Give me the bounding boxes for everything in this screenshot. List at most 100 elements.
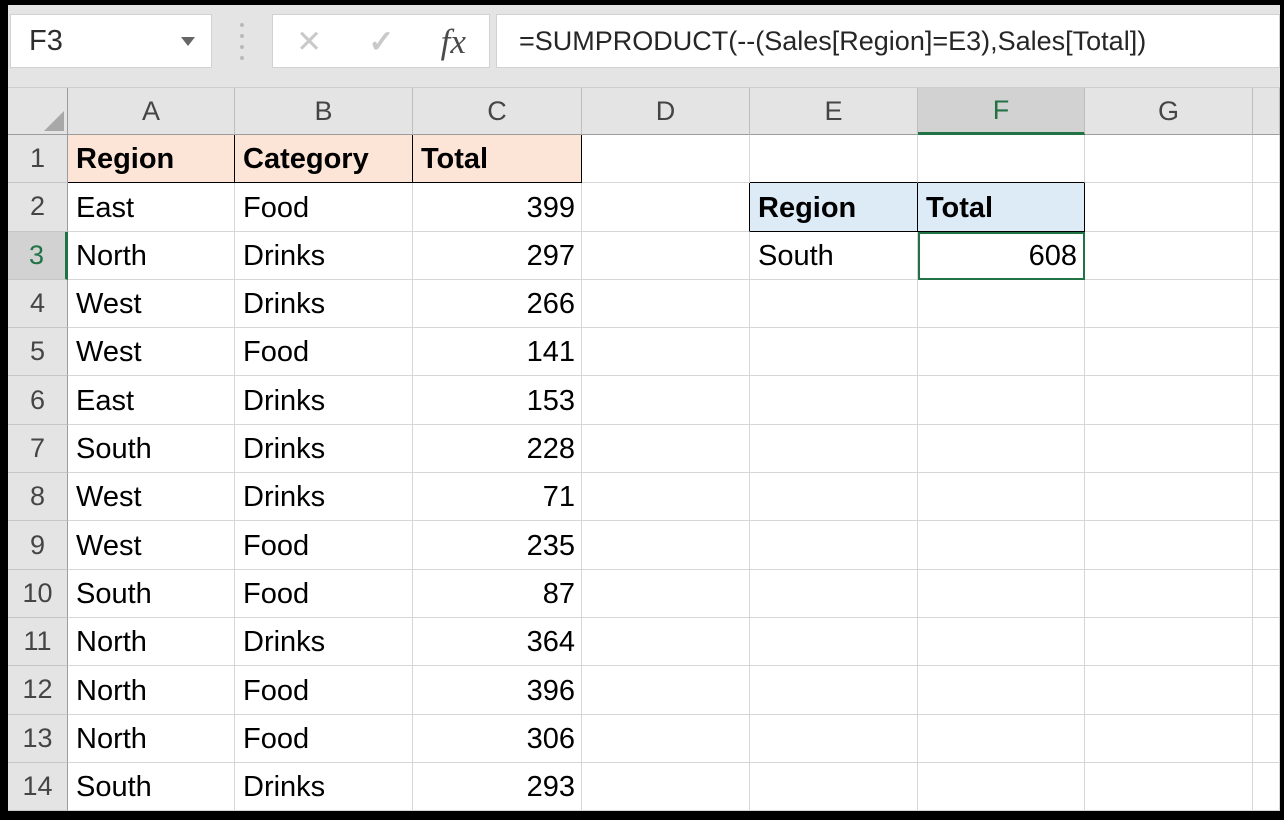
cell-B4[interactable]: Drinks <box>235 279 413 329</box>
cell-A6[interactable]: East <box>68 376 235 425</box>
cell-E5[interactable] <box>750 328 918 377</box>
cell-G6[interactable] <box>1085 376 1253 425</box>
cell-B12[interactable]: Food <box>235 666 413 715</box>
cell-B5[interactable]: Food <box>235 328 413 377</box>
cell-B1[interactable]: Category <box>235 135 413 184</box>
cell-F6[interactable] <box>918 376 1085 425</box>
cell-A7[interactable]: South <box>68 424 235 474</box>
cell-C12[interactable]: 396 <box>413 666 582 715</box>
name-box[interactable]: F3 <box>10 14 212 68</box>
column-header-A[interactable]: A <box>68 88 235 135</box>
cell-B6[interactable]: Drinks <box>235 376 413 425</box>
cell-E12[interactable] <box>750 666 918 715</box>
cell-G3[interactable] <box>1085 231 1253 280</box>
cell-partial-8[interactable] <box>1253 473 1280 522</box>
cell-D10[interactable] <box>582 569 750 618</box>
cell-A9[interactable]: West <box>68 521 235 570</box>
cell-A11[interactable]: North <box>68 617 235 667</box>
cell-partial-7[interactable] <box>1253 424 1280 474</box>
cell-D6[interactable] <box>582 376 750 425</box>
insert-function-button[interactable]: fx <box>441 24 466 59</box>
cell-A10[interactable]: South <box>68 569 235 618</box>
cell-D9[interactable] <box>582 521 750 570</box>
cell-D7[interactable] <box>582 424 750 474</box>
row-header-9[interactable]: 9 <box>8 521 68 570</box>
select-all-corner[interactable] <box>8 88 68 135</box>
cell-E9[interactable] <box>750 521 918 570</box>
cell-G8[interactable] <box>1085 473 1253 522</box>
cell-F14[interactable] <box>918 762 1085 812</box>
cell-F8[interactable] <box>918 473 1085 522</box>
cell-E11[interactable] <box>750 617 918 667</box>
cell-F3[interactable]: 608 <box>918 231 1085 280</box>
cell-E1[interactable] <box>750 135 918 184</box>
cell-B2[interactable]: Food <box>235 183 413 232</box>
formula-bar-input[interactable]: =SUMPRODUCT(--(Sales[Region]=E3),Sales[T… <box>496 14 1280 68</box>
cell-C14[interactable]: 293 <box>413 762 582 812</box>
cell-B7[interactable]: Drinks <box>235 424 413 474</box>
cell-B9[interactable]: Food <box>235 521 413 570</box>
cell-A8[interactable]: West <box>68 473 235 522</box>
cell-E4[interactable] <box>750 279 918 329</box>
cell-E2[interactable]: Region <box>750 183 918 232</box>
cell-D3[interactable] <box>582 231 750 280</box>
cell-B3[interactable]: Drinks <box>235 231 413 280</box>
cell-partial-10[interactable] <box>1253 569 1280 618</box>
cell-G11[interactable] <box>1085 617 1253 667</box>
cell-E8[interactable] <box>750 473 918 522</box>
row-header-11[interactable]: 11 <box>8 617 68 667</box>
cell-G7[interactable] <box>1085 424 1253 474</box>
cell-A5[interactable]: West <box>68 328 235 377</box>
cell-F12[interactable] <box>918 666 1085 715</box>
cell-C5[interactable]: 141 <box>413 328 582 377</box>
cell-C10[interactable]: 87 <box>413 569 582 618</box>
cell-D4[interactable] <box>582 279 750 329</box>
cell-C11[interactable]: 364 <box>413 617 582 667</box>
cell-A12[interactable]: North <box>68 666 235 715</box>
column-header-G[interactable]: G <box>1085 88 1253 135</box>
cell-D5[interactable] <box>582 328 750 377</box>
column-header-partial[interactable] <box>1253 88 1280 135</box>
cell-G13[interactable] <box>1085 714 1253 763</box>
cell-A1[interactable]: Region <box>68 135 235 184</box>
cell-G9[interactable] <box>1085 521 1253 570</box>
row-header-7[interactable]: 7 <box>8 424 68 474</box>
row-header-3[interactable]: 3 <box>8 231 68 280</box>
cell-A4[interactable]: West <box>68 279 235 329</box>
cell-D13[interactable] <box>582 714 750 763</box>
cell-D2[interactable] <box>582 183 750 232</box>
cell-D14[interactable] <box>582 762 750 812</box>
row-header-10[interactable]: 10 <box>8 569 68 618</box>
row-header-1[interactable]: 1 <box>8 135 68 184</box>
cell-D1[interactable] <box>582 135 750 184</box>
column-header-E[interactable]: E <box>750 88 918 135</box>
cell-partial-14[interactable] <box>1253 762 1280 812</box>
chevron-down-icon[interactable] <box>181 36 195 46</box>
cell-G12[interactable] <box>1085 666 1253 715</box>
cell-F11[interactable] <box>918 617 1085 667</box>
cell-G14[interactable] <box>1085 762 1253 812</box>
cell-B10[interactable]: Food <box>235 569 413 618</box>
cell-partial-12[interactable] <box>1253 666 1280 715</box>
cell-F5[interactable] <box>918 328 1085 377</box>
cell-F13[interactable] <box>918 714 1085 763</box>
cell-partial-4[interactable] <box>1253 279 1280 329</box>
cell-C8[interactable]: 71 <box>413 473 582 522</box>
cell-E10[interactable] <box>750 569 918 618</box>
column-header-B[interactable]: B <box>235 88 413 135</box>
cell-partial-5[interactable] <box>1253 328 1280 377</box>
row-header-8[interactable]: 8 <box>8 473 68 522</box>
cell-B11[interactable]: Drinks <box>235 617 413 667</box>
cell-partial-3[interactable] <box>1253 231 1280 280</box>
cell-partial-6[interactable] <box>1253 376 1280 425</box>
cell-A3[interactable]: North <box>68 231 235 280</box>
cell-A13[interactable]: North <box>68 714 235 763</box>
row-header-14[interactable]: 14 <box>8 762 68 812</box>
enter-button[interactable]: ✓ <box>368 26 394 57</box>
cell-D11[interactable] <box>582 617 750 667</box>
cancel-button[interactable]: ✕ <box>296 26 322 57</box>
cell-G1[interactable] <box>1085 135 1253 184</box>
row-header-2[interactable]: 2 <box>8 183 68 232</box>
cell-C2[interactable]: 399 <box>413 183 582 232</box>
cell-C4[interactable]: 266 <box>413 279 582 329</box>
